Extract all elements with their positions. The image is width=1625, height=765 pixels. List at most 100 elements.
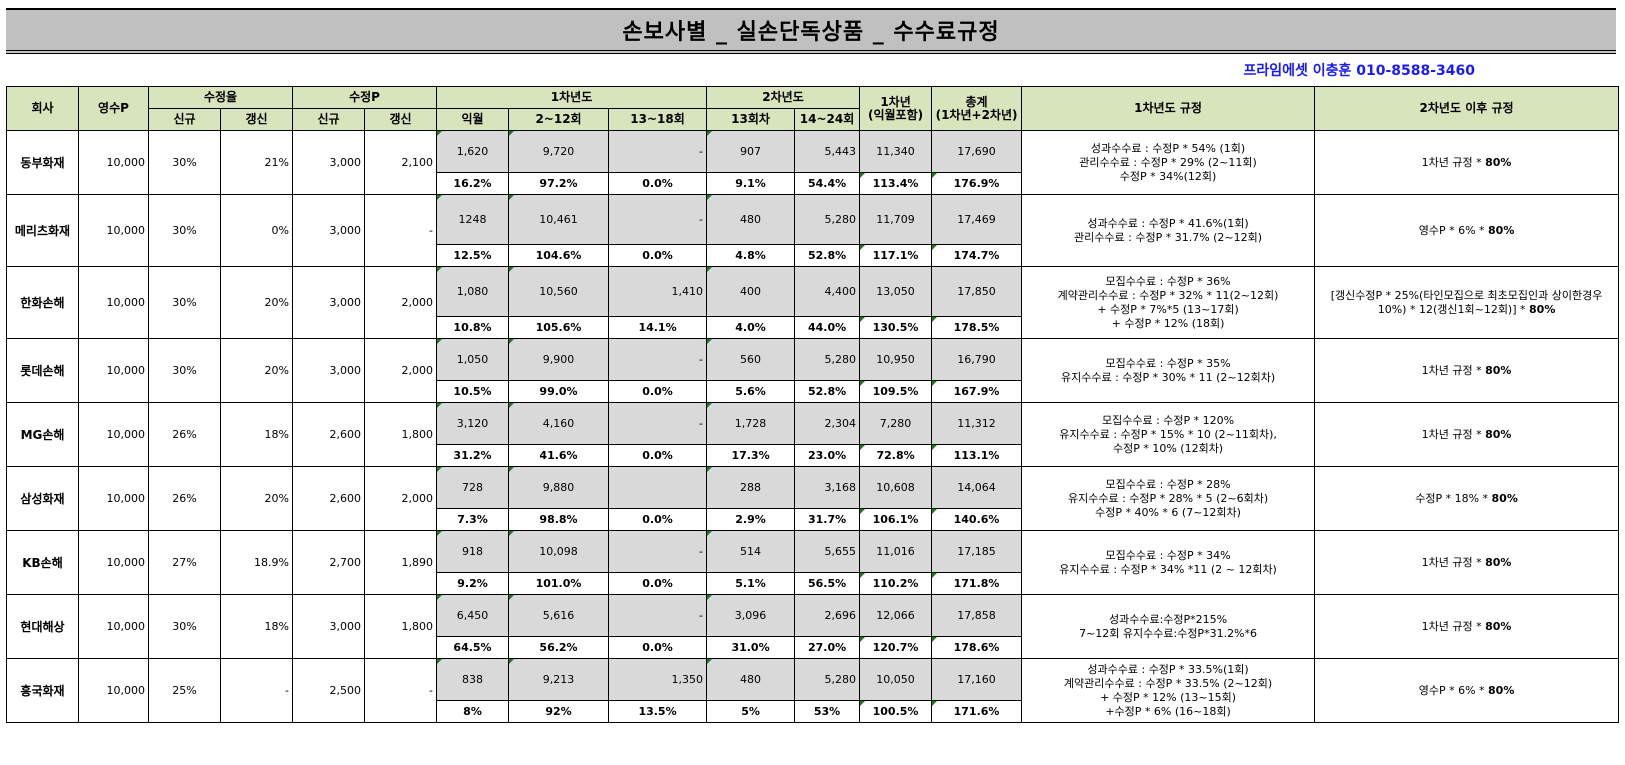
- adj-new: 2,600: [292, 402, 365, 467]
- y1-13-18-pct: 13.5%: [608, 700, 708, 723]
- y1-total-value: 7,280: [859, 402, 933, 445]
- rate-renew: 20%: [220, 338, 293, 403]
- table-row-percent: 16.2% 97.2% 0.0% 9.1% 54.4% 113.4% 176.9%: [7, 172, 1619, 195]
- rule2-text: 수정P * 18% * 80%: [1314, 466, 1620, 531]
- y1-total-pct: 100.5%: [859, 700, 933, 723]
- rule1-text: 모집수수료 : 수정P * 28% 유지수수료 : 수정P * 28% * 5 (…: [1021, 466, 1316, 531]
- header-y1-13-18: 13~18회: [608, 108, 708, 131]
- y1-13-18-value: 1,410: [608, 266, 708, 317]
- rate-new: 25%: [148, 658, 221, 723]
- rule1-line: 계약관리수수료 : 수정P * 33.5% (2~12회): [1063, 676, 1273, 690]
- rule2-rate: 80%: [1485, 555, 1512, 569]
- table-row-percent: 64.5% 56.2% 0.0% 31.0% 27.0% 120.7% 178.6%: [7, 636, 1619, 659]
- y1-next-pct: 64.5%: [436, 636, 510, 659]
- table-row: 한화손해 10,000 30% 20% 3,000 2,000 1,080 10,560 1,4…: [6, 266, 1620, 339]
- rate-renew: 18%: [220, 402, 293, 467]
- y1-total-pct: 106.1%: [859, 508, 933, 531]
- table-row: 흥국화재 10,000 25% -2,500-838 9,213 1,350 480 5,28…: [6, 658, 1620, 723]
- y1-13-18-value: -: [608, 130, 708, 173]
- y1-next-value: 3,120: [436, 402, 510, 445]
- rate-new: 30%: [148, 594, 221, 659]
- y2-14-24-value: 2,696: [794, 594, 861, 637]
- rate-new: 30%: [148, 338, 221, 403]
- rate-renew: 0%: [220, 194, 293, 267]
- y1-next-value: 1,080: [436, 266, 510, 317]
- adj-renew: 2,000: [363, 266, 438, 339]
- y1-2-12-pct: 99.0%: [508, 380, 610, 403]
- y2-14-24-value: 5,280: [794, 194, 861, 245]
- y1-total-pct: 130.5%: [859, 316, 933, 339]
- y2-13-value: 560: [706, 338, 796, 381]
- y1-total-pct: 120.7%: [859, 636, 933, 659]
- y1-next-value: 728: [436, 466, 510, 509]
- y1-13-18-value: -: [608, 338, 708, 381]
- y2-13-pct: 31.0%: [706, 636, 796, 659]
- adj-renew: 1,800: [363, 402, 438, 467]
- y1-13-18-pct: 0.0%: [608, 572, 708, 595]
- y2-13-value: 1,728: [706, 402, 796, 445]
- y2-14-24-pct: 53%: [794, 700, 861, 723]
- y2-13-value: 480: [706, 194, 796, 245]
- y1-total-value: 13,050: [859, 266, 933, 317]
- rate-new: 26%: [148, 466, 221, 531]
- table-body: 동부화재 10,000 30% 21% 3,000 2,100 1,620 9,720-907…: [6, 130, 1620, 723]
- page-title: 손보사별 _ 실손단독상품 _ 수수료규정: [622, 20, 1000, 45]
- premium-value: 10,000: [78, 130, 149, 195]
- rule1-line: 모집수수료 : 수정P * 36%: [1105, 274, 1231, 288]
- y1-2-12-pct: 105.6%: [508, 316, 610, 339]
- total-value: 17,690: [931, 130, 1023, 173]
- y1-total-pct: 113.4%: [859, 172, 933, 195]
- y2-13-value: 3,096: [706, 594, 796, 637]
- rate-new: 26%: [148, 402, 221, 467]
- y1-total-value: 11,016: [859, 530, 933, 573]
- y2-14-24-pct: 56.5%: [794, 572, 861, 595]
- header-year1-total-line1: 1차년: [880, 94, 911, 109]
- total-pct: 171.8%: [931, 572, 1023, 595]
- rule1-text: 모집수수료 : 수정P * 35% 유지수수료 : 수정P * 30% * 11 …: [1021, 338, 1316, 403]
- header-y1-next: 익월: [436, 108, 510, 131]
- total-value: 14,064: [931, 466, 1023, 509]
- rule1-line: 유지수수료 : 수정P * 30% * 11 (2~12회차): [1060, 370, 1276, 384]
- premium-value: 10,000: [78, 194, 149, 267]
- y2-14-24-pct: 52.8%: [794, 244, 861, 267]
- rule1-line: 관리수수료 : 수정P * 29% (2~11회): [1079, 155, 1257, 169]
- y1-next-value: 6,450: [436, 594, 510, 637]
- rule2-rate: 80%: [1488, 223, 1515, 237]
- rule2-text: 1차년 규정 * 80%: [1314, 130, 1620, 195]
- y1-next-value: 838: [436, 658, 510, 701]
- adj-renew: -: [363, 658, 438, 723]
- rule1-line: 모집수수료 : 수정P * 34%: [1105, 548, 1231, 562]
- header-year1-group: 1차년도: [436, 86, 708, 109]
- header-premium: 영수P: [78, 86, 149, 131]
- rule1-line: 성과수수료:수정P*215%: [1108, 612, 1228, 626]
- header-adj-new: 신규: [292, 108, 365, 131]
- rule1-line: 관리수수료 : 수정P * 31.7% (2~12회): [1074, 230, 1263, 244]
- y2-13-pct: 5.1%: [706, 572, 796, 595]
- rule2-text: 1차년 규정 * 80%: [1314, 402, 1620, 467]
- y1-next-pct: 12.5%: [436, 244, 510, 267]
- adj-renew: 2,000: [363, 466, 438, 531]
- y1-total-pct: 109.5%: [859, 380, 933, 403]
- y1-next-pct: 7.3%: [436, 508, 510, 531]
- adj-new: 3,000: [292, 338, 365, 403]
- y1-total-value: 10,950: [859, 338, 933, 381]
- header-y2-13: 13회차: [706, 108, 796, 131]
- y1-13-18-pct: 0.0%: [608, 444, 708, 467]
- rule1-text: 모집수수료 : 수정P * 36% 계약관리수수료 : 수정P * 32% * 1…: [1021, 266, 1316, 339]
- rule2-main: 영수P * 6% *: [1418, 683, 1489, 697]
- rule2-main: 1차년 규정 *: [1421, 363, 1486, 377]
- y1-total-pct: 72.8%: [859, 444, 933, 467]
- y1-2-12-value: 10,098: [508, 530, 610, 573]
- total-pct: 140.6%: [931, 508, 1023, 531]
- rule2-text: 1차년 규정 * 80%: [1314, 530, 1620, 595]
- y1-next-value: 1,050: [436, 338, 510, 381]
- rule1-line: 모집수수료 : 수정P * 35%: [1105, 356, 1231, 370]
- y1-next-value: 918: [436, 530, 510, 573]
- y1-2-12-value: 9,900: [508, 338, 610, 381]
- rule2-main: 1차년 규정 *: [1421, 619, 1486, 633]
- rule1-line: + 수정P * 12% (18회): [1111, 316, 1225, 330]
- rule2-text: 1차년 규정 * 80%: [1314, 338, 1620, 403]
- y2-14-24-value: 5,443: [794, 130, 861, 173]
- rule2-rate: 80%: [1485, 363, 1512, 377]
- y2-13-value: 288: [706, 466, 796, 509]
